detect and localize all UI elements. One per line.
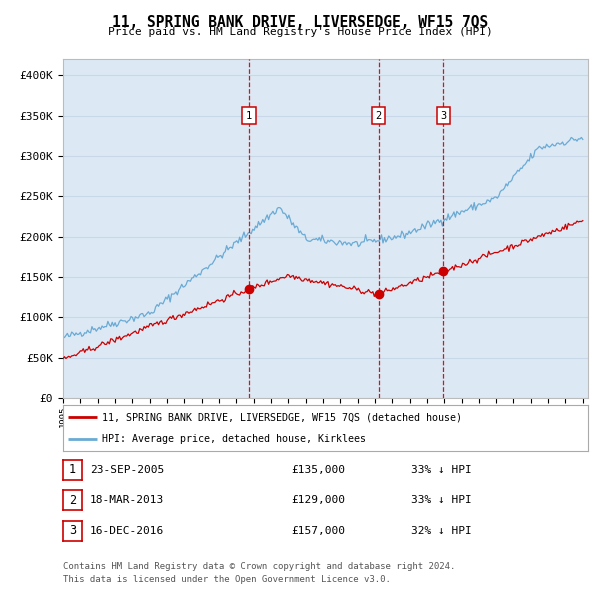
Text: 33% ↓ HPI: 33% ↓ HPI [411,496,472,505]
Text: This data is licensed under the Open Government Licence v3.0.: This data is licensed under the Open Gov… [63,575,391,584]
Text: 18-MAR-2013: 18-MAR-2013 [90,496,164,505]
Text: 1: 1 [69,463,76,476]
Text: 3: 3 [440,110,446,120]
Text: 23-SEP-2005: 23-SEP-2005 [90,465,164,474]
Text: £135,000: £135,000 [291,465,345,474]
Text: 11, SPRING BANK DRIVE, LIVERSEDGE, WF15 7QS (detached house): 11, SPRING BANK DRIVE, LIVERSEDGE, WF15 … [103,412,463,422]
Text: 33% ↓ HPI: 33% ↓ HPI [411,465,472,474]
Text: £129,000: £129,000 [291,496,345,505]
Text: 2: 2 [376,110,382,120]
Text: 2: 2 [69,494,76,507]
Text: 1: 1 [246,110,252,120]
Text: 3: 3 [69,525,76,537]
Text: Contains HM Land Registry data © Crown copyright and database right 2024.: Contains HM Land Registry data © Crown c… [63,562,455,571]
Text: 16-DEC-2016: 16-DEC-2016 [90,526,164,536]
Text: £157,000: £157,000 [291,526,345,536]
Text: Price paid vs. HM Land Registry's House Price Index (HPI): Price paid vs. HM Land Registry's House … [107,27,493,37]
Text: 32% ↓ HPI: 32% ↓ HPI [411,526,472,536]
Text: 11, SPRING BANK DRIVE, LIVERSEDGE, WF15 7QS: 11, SPRING BANK DRIVE, LIVERSEDGE, WF15 … [112,15,488,30]
Text: HPI: Average price, detached house, Kirklees: HPI: Average price, detached house, Kirk… [103,434,367,444]
